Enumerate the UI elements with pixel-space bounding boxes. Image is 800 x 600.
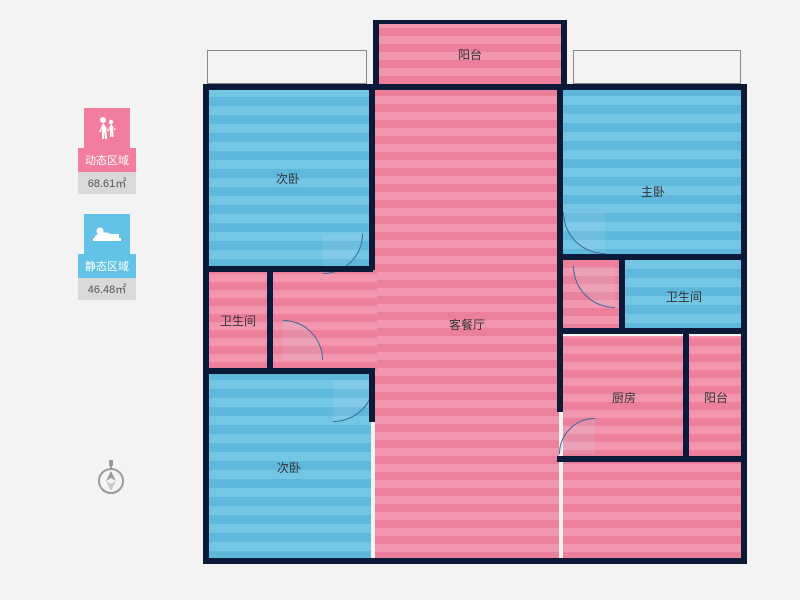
room-label: 主卧 xyxy=(641,183,665,200)
room-label: 阳台 xyxy=(458,46,482,63)
wall xyxy=(557,84,563,332)
wall xyxy=(369,84,375,270)
room-balcony-se: 阳台 xyxy=(689,336,743,458)
room-label: 次卧 xyxy=(277,459,301,476)
wall xyxy=(203,266,373,272)
floor-plan: 阳台次卧主卧客餐厅卫生间卫生间次卧厨房阳台 xyxy=(195,20,755,580)
people-icon xyxy=(84,108,130,148)
wall xyxy=(369,368,375,422)
room-corr-se xyxy=(563,460,743,560)
room-label: 客餐厅 xyxy=(449,316,485,333)
wall xyxy=(203,558,747,564)
wall xyxy=(683,328,689,460)
legend: 动态区域 68.61㎡ 静态区域 46.48㎡ xyxy=(78,108,136,320)
wall xyxy=(557,254,743,260)
wall xyxy=(203,368,373,374)
room-label: 次卧 xyxy=(276,170,300,187)
legend-static-label: 静态区域 xyxy=(78,254,136,278)
balcony-outline xyxy=(207,50,367,84)
wall xyxy=(557,328,747,334)
wall xyxy=(203,84,209,562)
sleep-icon xyxy=(84,214,130,254)
legend-static-value: 46.48㎡ xyxy=(78,278,136,300)
room-bath-w: 卫生间 xyxy=(207,270,269,370)
wall xyxy=(619,254,625,330)
wall xyxy=(557,456,747,462)
room-balcony-top: 阳台 xyxy=(377,24,563,84)
legend-static: 静态区域 46.48㎡ xyxy=(78,214,136,300)
compass-icon xyxy=(96,460,126,490)
room-label: 卫生间 xyxy=(666,288,702,305)
balcony-outline xyxy=(573,50,741,84)
legend-dynamic: 动态区域 68.61㎡ xyxy=(78,108,136,194)
wall xyxy=(373,20,379,84)
legend-dynamic-value: 68.61㎡ xyxy=(78,172,136,194)
wall xyxy=(373,20,567,24)
room-label: 阳台 xyxy=(704,389,728,406)
room-bath-e: 卫生间 xyxy=(625,260,743,332)
legend-dynamic-label: 动态区域 xyxy=(78,148,136,172)
wall xyxy=(561,20,567,84)
wall xyxy=(557,332,563,412)
room-living: 客餐厅 xyxy=(375,88,559,560)
room-label: 卫生间 xyxy=(220,312,256,329)
room-label: 厨房 xyxy=(612,389,636,406)
wall xyxy=(267,266,273,370)
wall xyxy=(741,84,747,562)
wall xyxy=(203,84,743,90)
